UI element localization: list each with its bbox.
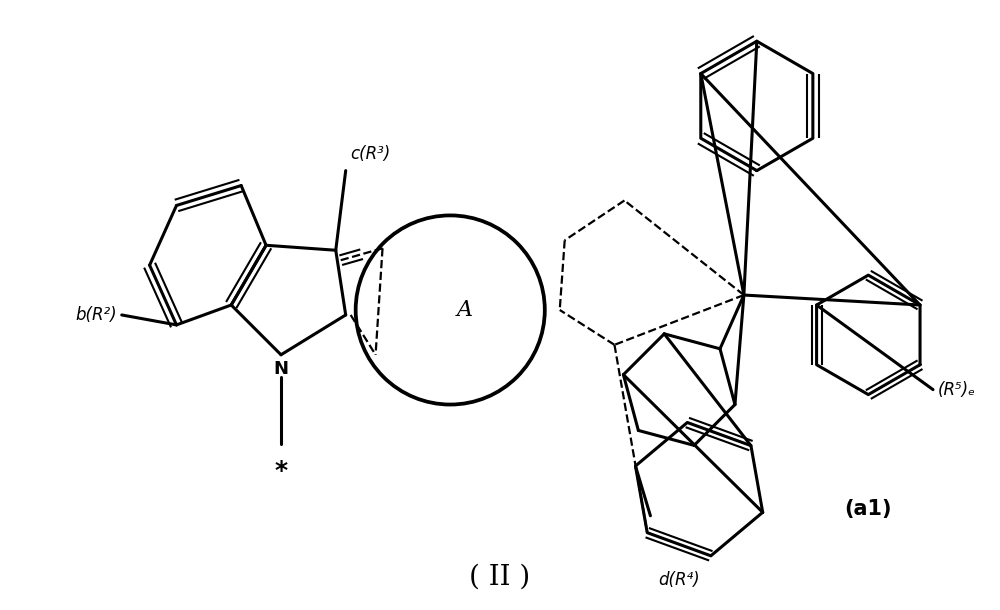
- Text: (R⁵)ₑ: (R⁵)ₑ: [938, 381, 976, 398]
- Text: N: N: [274, 360, 289, 378]
- Text: d(R⁴): d(R⁴): [658, 571, 700, 589]
- Text: c(R³): c(R³): [351, 145, 391, 163]
- Text: ( II ): ( II ): [469, 564, 531, 591]
- Text: (a1): (a1): [845, 499, 892, 519]
- Text: A: A: [457, 299, 473, 321]
- Text: *: *: [274, 459, 288, 483]
- Text: b(R²): b(R²): [75, 306, 117, 324]
